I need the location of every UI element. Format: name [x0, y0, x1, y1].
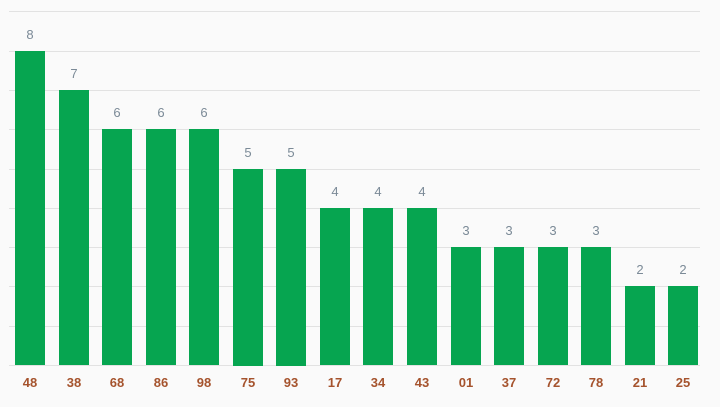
bar-48[interactable] [15, 51, 45, 365]
bar-value-label: 2 [636, 262, 644, 277]
bar-value-label: 3 [505, 223, 513, 238]
x-axis-label: 01 [458, 375, 474, 390]
bar-value-label: 6 [200, 105, 208, 120]
gridline [9, 169, 700, 170]
bar-17[interactable] [320, 208, 350, 365]
bar-68[interactable] [102, 129, 132, 365]
x-axis-label: 72 [545, 375, 561, 390]
x-axis-label: 98 [196, 375, 212, 390]
gridline [9, 286, 700, 287]
bar-72[interactable] [538, 247, 568, 365]
x-axis-label: 37 [501, 375, 517, 390]
gridline [9, 51, 700, 52]
x-axis-label: 68 [109, 375, 125, 390]
bar-25[interactable] [668, 286, 698, 365]
gridline [9, 326, 700, 327]
bar-value-label: 6 [157, 105, 165, 120]
bar-value-label: 4 [331, 184, 339, 199]
bar-value-label: 3 [592, 223, 600, 238]
bar-value-label: 4 [374, 184, 382, 199]
bar-78[interactable] [581, 247, 611, 365]
bar-37[interactable] [494, 247, 524, 365]
bar-01[interactable] [451, 247, 481, 365]
gridline [9, 365, 700, 366]
bar-value-label: 3 [549, 223, 557, 238]
bar-value-label: 5 [244, 145, 252, 160]
x-axis-label: 38 [66, 375, 82, 390]
bar-value-label: 4 [418, 184, 426, 199]
x-axis-label: 93 [283, 375, 299, 390]
bar-value-label: 7 [70, 66, 78, 81]
x-axis-label: 25 [675, 375, 691, 390]
bar-43[interactable] [407, 208, 437, 365]
gridline [9, 90, 700, 91]
bar-98[interactable] [189, 129, 219, 365]
gridline [9, 129, 700, 130]
x-axis-label: 17 [327, 375, 343, 390]
x-axis-label: 75 [240, 375, 256, 390]
bar-34[interactable] [363, 208, 393, 365]
bar-21[interactable] [625, 286, 655, 365]
gridline [9, 208, 700, 209]
bar-value-label: 8 [26, 27, 34, 42]
x-axis-label: 78 [588, 375, 604, 390]
bar-93[interactable] [276, 169, 306, 366]
bar-value-label: 5 [287, 145, 295, 160]
x-axis-label: 21 [632, 375, 648, 390]
bar-value-label: 3 [462, 223, 470, 238]
bar-86[interactable] [146, 129, 176, 365]
gridline [9, 11, 700, 12]
x-axis-label: 48 [22, 375, 38, 390]
x-axis-label: 43 [414, 375, 430, 390]
bar-value-label: 2 [679, 262, 687, 277]
bar-38[interactable] [59, 90, 89, 365]
bar-75[interactable] [233, 169, 263, 366]
gridline [9, 247, 700, 248]
x-axis-label: 34 [370, 375, 386, 390]
bar-value-label: 6 [113, 105, 121, 120]
x-axis-label: 86 [153, 375, 169, 390]
